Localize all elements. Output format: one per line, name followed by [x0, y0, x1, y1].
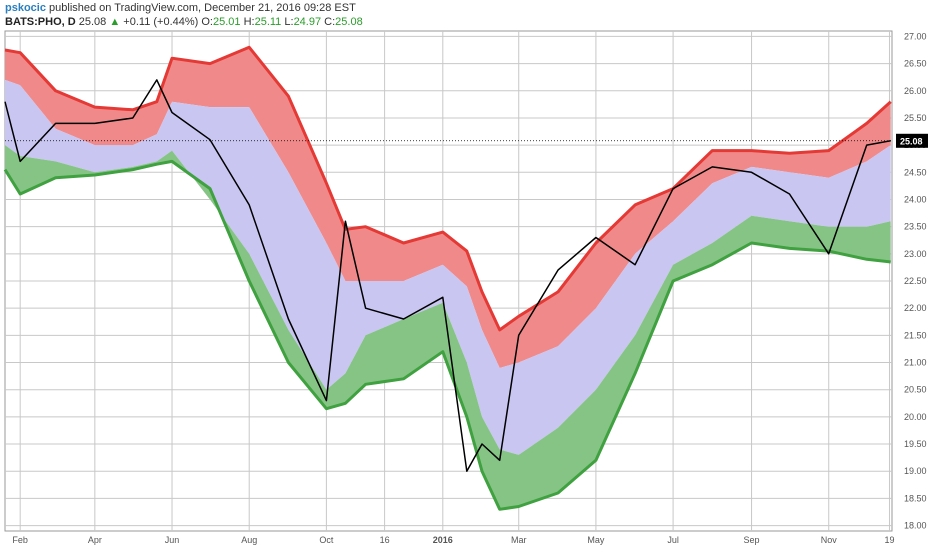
y-tick-label: 20.50: [904, 385, 927, 395]
x-tick-label: Jul: [667, 535, 679, 545]
published-text: published on TradingView.com, December 2…: [49, 2, 356, 14]
middle-band: [5, 79, 891, 455]
change-value: +0.11 (+0.44%): [123, 16, 199, 28]
symbol-label: BATS:PHO, D: [5, 16, 76, 28]
y-tick-label: 18.00: [904, 521, 927, 531]
y-tick-label: 24.00: [904, 194, 927, 204]
y-tick-label: 23.50: [904, 222, 927, 232]
y-tick-label: 27.00: [904, 31, 927, 41]
close-value: 25.08: [335, 16, 363, 28]
x-tick-label: Nov: [821, 535, 838, 545]
y-tick-label: 24.50: [904, 167, 927, 177]
y-tick-label: 19.50: [904, 439, 927, 449]
y-tick-label: 18.50: [904, 493, 927, 503]
y-tick-label: 26.00: [904, 86, 927, 96]
y-tick-label: 20.00: [904, 412, 927, 422]
high-value: 25.11: [254, 16, 282, 28]
x-tick-label: 19: [884, 535, 894, 545]
low-value: 24.97: [293, 16, 322, 28]
low-label: L:: [284, 16, 294, 28]
last-price: 25.08: [78, 16, 107, 28]
x-tick-label: Jun: [165, 535, 180, 545]
open-label: O:: [201, 16, 213, 28]
x-tick-label: May: [587, 535, 605, 545]
x-tick-label: 16: [380, 535, 390, 545]
last-price-label: 25.08: [900, 136, 923, 146]
x-tick-label: Oct: [319, 535, 334, 545]
lower-band-line: [3, 159, 891, 511]
symbol-line: BATS:PHO, D 25.08 ▲ +0.11 (+0.44%) O:25.…: [5, 16, 363, 28]
x-tick-label: Mar: [511, 535, 527, 545]
x-tick-label: Apr: [88, 535, 102, 545]
y-tick-label: 21.50: [904, 330, 927, 340]
upper-band-line: [4, 45, 892, 332]
price-line: [4, 79, 891, 472]
y-tick-label: 26.50: [904, 59, 927, 69]
x-tick-label: 2016: [433, 535, 453, 545]
y-tick-label: 22.00: [904, 303, 927, 313]
y-tick-label: 25.50: [904, 113, 927, 123]
publish-line: pskocic published on TradingView.com, De…: [5, 2, 356, 14]
close-label: C:: [324, 16, 336, 28]
x-tick-label: Feb: [12, 535, 28, 545]
y-tick-label: 19.00: [904, 466, 927, 476]
open-value: 25.01: [213, 16, 241, 28]
high-label: H:: [243, 16, 255, 28]
author-link[interactable]: pskocic: [5, 2, 46, 14]
last-price-badge: [896, 133, 928, 148]
y-tick-label: 21.00: [904, 358, 927, 368]
lower-band: [5, 145, 891, 510]
x-tick-label: Sep: [744, 535, 760, 545]
y-tick-label: 23.00: [904, 249, 927, 259]
x-tick-label: Aug: [241, 535, 257, 545]
y-tick-label: 22.50: [904, 276, 927, 286]
up-arrow-icon: ▲: [109, 16, 121, 28]
